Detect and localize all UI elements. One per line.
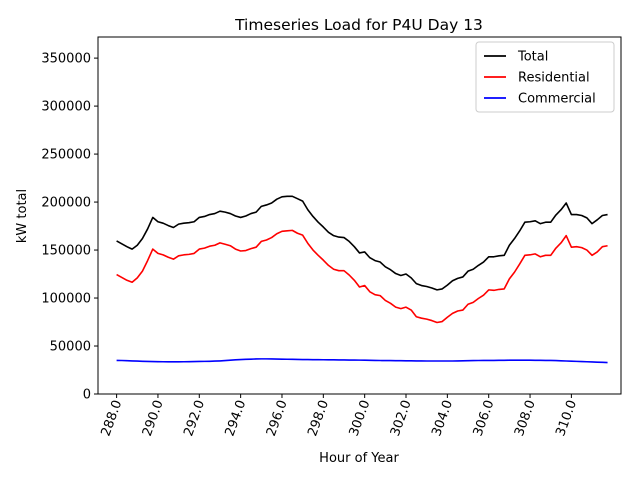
y-tick-label: 200000 (41, 196, 91, 211)
legend-label-residential: Residential (518, 71, 590, 86)
x-axis-label: Hour of Year (319, 451, 399, 466)
series-line-commercial (116, 358, 608, 364)
y-tick-label: 50000 (50, 340, 91, 355)
series-line-total (116, 195, 608, 291)
legend: Total Residential Commercial (475, 41, 615, 113)
y-tick-label: 250000 (41, 148, 91, 163)
y-tick-label: 350000 (41, 52, 91, 67)
chart-title: Timeseries Load for P4U Day 13 (234, 16, 483, 34)
y-axis: 0 50000 100000 150000 200000 250000 300000 3500… (41, 52, 98, 403)
axes-frame (97, 36, 622, 395)
y-tick-label: 0 (83, 388, 91, 403)
plot-area (97, 36, 622, 395)
legend-label-total: Total (517, 50, 548, 65)
series-line-residential (116, 229, 608, 324)
legend-box (475, 41, 615, 113)
y-tick-label: 300000 (41, 100, 91, 115)
y-tick-label: 150000 (41, 244, 91, 259)
y-axis-label: kW total (15, 189, 30, 243)
legend-label-commercial: Commercial (518, 92, 596, 107)
y-tick-label: 100000 (41, 292, 91, 307)
